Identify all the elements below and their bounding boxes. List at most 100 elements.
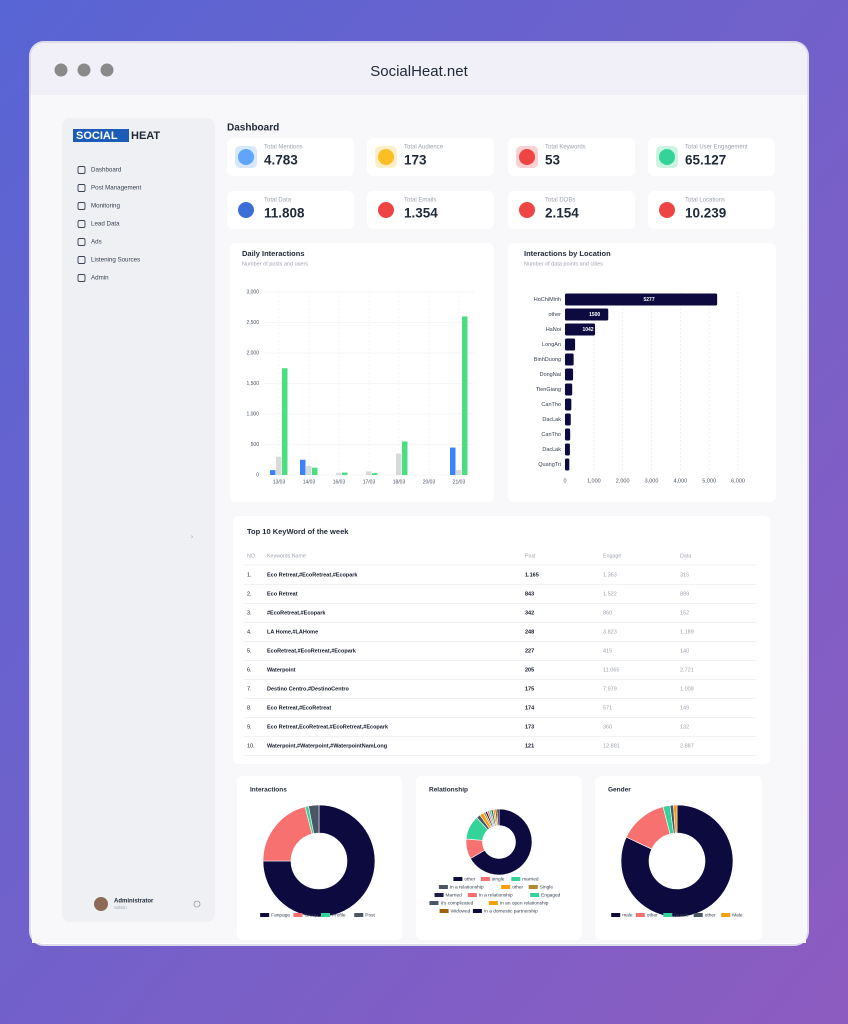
menu-icon: [77, 274, 86, 282]
table-cell: 6.: [247, 667, 252, 673]
bar: [565, 443, 570, 456]
bar: [396, 453, 402, 475]
chart-subtitle: Number of posts and users: [242, 261, 308, 267]
y-tick-label: 1,500: [246, 381, 259, 387]
legend-label: other: [705, 912, 716, 918]
bar: [372, 473, 378, 475]
menu-item[interactable]: Lead Data: [91, 221, 120, 228]
bar: [336, 473, 342, 475]
card: [416, 776, 582, 940]
bar: [270, 470, 276, 475]
table-cell: 2.: [247, 591, 252, 597]
donut-slice: [496, 808, 500, 826]
menu-item[interactable]: Monitoring: [91, 203, 120, 210]
y-tick-label: 500: [251, 442, 260, 448]
window-dot: [54, 63, 68, 77]
x-tick-label: 6,000: [731, 478, 745, 484]
legend-swatch: [511, 877, 521, 881]
y-tick-label: 2,000: [246, 350, 259, 356]
table-cell: 860: [603, 610, 612, 616]
card: [508, 191, 635, 229]
legend-swatch: [320, 913, 330, 917]
table-cell: 4.: [247, 629, 252, 635]
table-title: Top 10 KeyWord of the week: [247, 527, 349, 536]
title-bar: [31, 43, 807, 95]
legend-label: Male: [732, 912, 743, 918]
bar: [565, 338, 576, 351]
y-tick-label: BinhDuong: [534, 357, 561, 363]
bar: [312, 467, 318, 475]
table-cell: Eco Retreat,EcoRetreat,#EcoRetreat,#Ecop…: [267, 724, 389, 730]
legend-label: in a relationship: [450, 884, 484, 890]
legend-swatch: [467, 893, 477, 897]
table-cell: Waterpoint,#Waterpoint,#WaterpointNamLon…: [267, 743, 387, 749]
bar: [565, 413, 571, 426]
bar: [565, 383, 573, 396]
card: [367, 138, 494, 176]
settings-icon[interactable]: [193, 900, 201, 908]
y-tick-label: DacLak: [542, 417, 561, 423]
stat-icon: [519, 202, 535, 218]
logo-box: [73, 129, 129, 142]
table-cell: 1.008: [680, 686, 694, 692]
stat-value: 65.127: [685, 153, 726, 168]
card: [367, 191, 494, 229]
y-tick-label: HaNoi: [546, 327, 561, 333]
menu-item[interactable]: Dashboard: [91, 167, 122, 174]
stat-icon: [519, 149, 535, 165]
table-header: Keywords Name: [267, 553, 306, 559]
donut-slice: [470, 808, 533, 876]
stat-value: 1.354: [404, 206, 438, 221]
legend-swatch: [453, 877, 463, 881]
bar: [402, 441, 408, 475]
data-label: 1042: [582, 327, 593, 333]
legend-swatch: [611, 913, 621, 917]
stat-label: Total Keywords: [545, 145, 586, 151]
data-label: 1500: [589, 312, 600, 318]
stat-label: Total Data: [264, 198, 292, 204]
donut-slice: [620, 804, 734, 918]
stat-value: 10.239: [685, 206, 726, 221]
stat-label: Total Emails: [404, 198, 436, 204]
legend-label: male: [622, 912, 633, 918]
table-cell: 11.065: [603, 667, 619, 673]
menu-item[interactable]: Ads: [91, 239, 102, 246]
bar: [306, 465, 312, 475]
table-cell: 1.: [247, 572, 252, 578]
stat-icon: [238, 202, 254, 218]
table-cell: 248: [525, 629, 534, 635]
stat-value: 11.808: [264, 206, 305, 221]
card: [508, 138, 635, 176]
stat-icon: [378, 202, 394, 218]
x-tick-label: 5,000: [702, 478, 716, 484]
x-tick-label: 0: [563, 478, 566, 484]
bar: [366, 471, 372, 475]
legend-swatch: [293, 913, 303, 917]
table-cell: 1.522: [603, 591, 617, 597]
menu-item[interactable]: Listening Sources: [91, 257, 140, 264]
y-tick-label: HoChiMinh: [534, 297, 561, 303]
y-tick-label: 2,500: [246, 320, 259, 326]
menu-item[interactable]: Admin: [91, 275, 109, 282]
legend-swatch: [439, 909, 449, 913]
chart-subtitle: Number of data points and cities: [524, 261, 603, 267]
page-title: Dashboard: [227, 123, 279, 134]
bar: [462, 316, 468, 475]
menu-item[interactable]: Post Management: [91, 185, 141, 192]
legend-swatch: [635, 913, 645, 917]
avatar: [94, 897, 108, 911]
bar: [456, 470, 462, 475]
bar: [282, 368, 288, 475]
bar: [565, 458, 570, 471]
table-cell: 175: [525, 686, 534, 692]
table-header: Post: [525, 553, 536, 559]
table-cell: EcoRetreat,#EcoRetreat,#Ecopark: [267, 648, 357, 654]
legend-swatch: [693, 913, 703, 917]
chart-title: Daily Interactions: [242, 249, 305, 258]
legend-label: In a domestic partnership: [484, 908, 538, 914]
chart-title: Relationship: [429, 787, 468, 794]
table-cell: 7.: [247, 686, 252, 692]
collapse-arrow[interactable]: ›: [191, 535, 193, 541]
x-tick-label: 20/03: [423, 479, 436, 485]
